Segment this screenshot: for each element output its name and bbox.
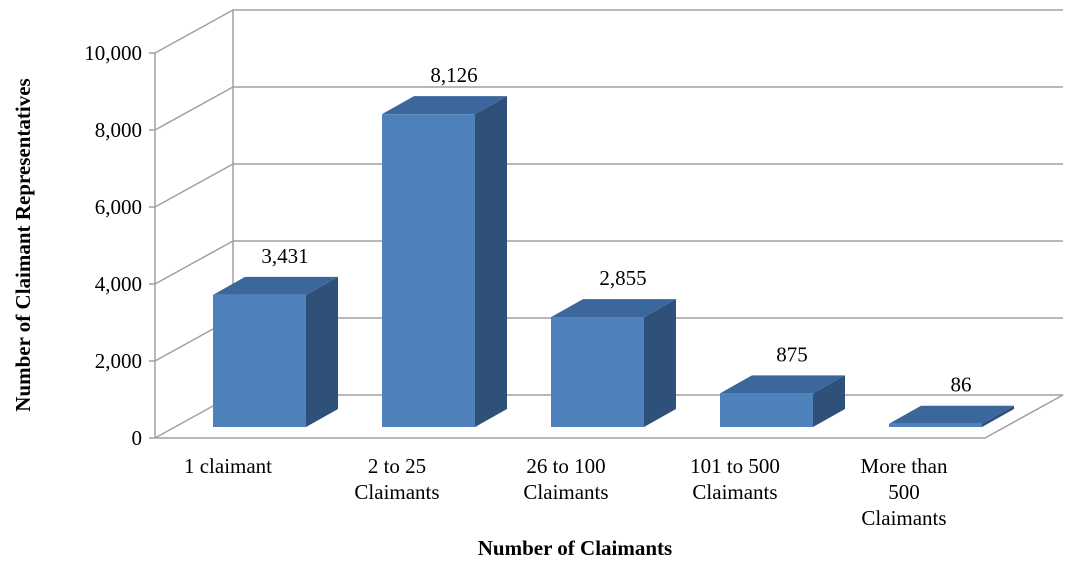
y-tick-label: 10,000: [84, 41, 142, 65]
y-tick-label: 8,000: [95, 118, 142, 142]
x-tick-label: 2 to 25 Claimants: [354, 454, 439, 504]
grid-line: [154, 163, 1063, 208]
data-label: 8,126: [430, 63, 477, 87]
bar-side: [306, 276, 338, 427]
x-tick-label: 1 claimant: [184, 454, 272, 478]
x-tick-label: 26 to 100 Claimants: [523, 454, 608, 504]
grid-line: [154, 9, 1063, 54]
x-tick-label: More than 500 Claimants: [861, 454, 948, 530]
data-label: 2,855: [599, 266, 646, 290]
bar: [213, 294, 306, 427]
bar-side: [475, 96, 507, 428]
bar: [889, 423, 982, 427]
bar-side: [813, 375, 845, 427]
grid-line: [154, 240, 1063, 285]
bar: [720, 393, 813, 427]
bar-top: [382, 96, 507, 115]
data-label: 86: [951, 373, 972, 397]
bar: [382, 114, 475, 428]
x-axis-title: Number of Claimants: [478, 536, 672, 560]
bar-top: [720, 375, 845, 394]
grid-line: [154, 86, 1063, 131]
data-label: 875: [776, 342, 808, 366]
y-tick-label: 6,000: [95, 195, 142, 219]
bar-top: [551, 299, 676, 318]
data-label: 3,431: [261, 244, 308, 268]
y-tick-label: 2,000: [95, 349, 142, 373]
y-tick-label: 0: [132, 426, 143, 450]
bar-top: [889, 405, 1014, 424]
bar-side: [644, 299, 676, 427]
y-axis-title: Number of Claimant Representatives: [11, 78, 35, 411]
bar: [551, 317, 644, 427]
bar-top: [213, 276, 338, 295]
x-tick-label: 101 to 500 Claimants: [690, 454, 780, 504]
y-tick-label: 4,000: [95, 272, 142, 296]
bar-side: [982, 405, 1014, 427]
